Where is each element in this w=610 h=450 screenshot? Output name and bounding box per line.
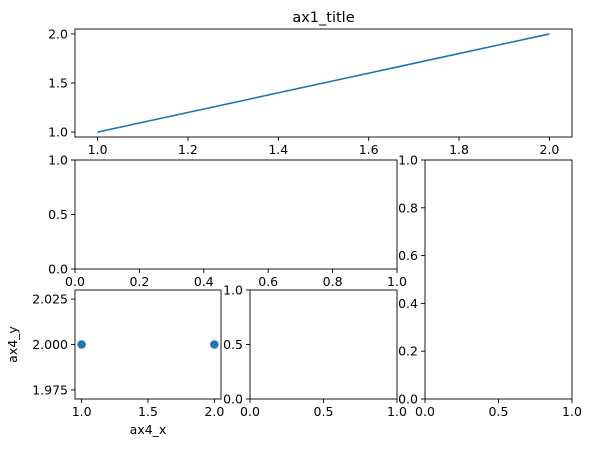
ax1-xtick-label: 1.0 (88, 142, 108, 157)
ax4-scatter-point (77, 340, 86, 349)
ax4-ytick-label: 1.975 (32, 382, 68, 397)
ax3-frame (424, 159, 573, 400)
ax4-axes: 1.0 1.5 2.0 1.975 2.000 2.025 ax4_x ax4_y (5, 289, 224, 437)
ax1-series-line (97, 33, 550, 133)
ax3-ytick-label: 0.6 (398, 248, 418, 263)
ax3-ytick-label: 0.8 (398, 200, 418, 215)
ax3-ytick-label: 1.0 (398, 153, 418, 168)
ax5-ytick-label: 1.0 (223, 283, 243, 298)
ax2-xtick-label: 0.6 (258, 274, 278, 289)
ax5-ytick-label: 0.5 (223, 337, 243, 352)
ax2-xtick-label: 0.2 (129, 274, 149, 289)
ax2-xtick-label: 1.0 (387, 274, 407, 289)
ax3-xtick-label: 0.5 (489, 404, 509, 419)
ax4-ylabel: ax4_y (5, 326, 20, 363)
ax1-title: ax1_title (292, 10, 354, 26)
ax4-frame (74, 289, 222, 400)
ax4-xtick-label: 1.0 (72, 404, 92, 419)
ax4-xtick-label: 1.5 (138, 404, 158, 419)
ax5-xtick-label: 0.0 (240, 404, 260, 419)
ax5-axes: 0.0 0.5 1.0 0.0 0.5 1.0 (223, 283, 407, 420)
ax2-xtick-label: 0.0 (65, 274, 85, 289)
ax5-frame (249, 289, 398, 400)
ax1-axes: 1.0 1.2 1.4 1.6 1.8 2.0 1.0 1.5 2.0 ax1_title (48, 10, 573, 157)
ax2-ytick-label: 1.0 (48, 153, 68, 168)
ax1-xtick-label: 1.4 (268, 142, 288, 157)
ax4-scatter-point (210, 340, 219, 349)
ax3-ytick-label: 0.2 (398, 344, 418, 359)
ax4-xlabel: ax4_x (130, 422, 167, 437)
ax1-ytick-label: 1.5 (48, 76, 68, 91)
ax1-xtick-label: 1.2 (178, 142, 198, 157)
ax2-frame (74, 159, 398, 270)
ax4-ytick-label: 2.000 (32, 337, 68, 352)
ax2-axes: 0.0 0.2 0.4 0.6 0.8 1.0 0.0 0.5 1.0 (48, 153, 407, 290)
ax3-axes: 0.0 0.5 1.0 0.0 0.2 0.4 0.6 0.8 1.0 (398, 153, 582, 420)
ax4-ytick-label: 2.025 (32, 292, 68, 307)
ax5-xtick-label: 1.0 (387, 404, 407, 419)
ax1-xtick-label: 2.0 (539, 142, 559, 157)
ax4-xtick-label: 2.0 (204, 404, 224, 419)
ax1-xtick-label: 1.8 (449, 142, 469, 157)
ax1-xtick-label: 1.6 (359, 142, 379, 157)
ax1-ytick-label: 1.0 (48, 125, 68, 140)
ax5-xtick-label: 0.5 (314, 404, 334, 419)
ax3-ytick-label: 0.4 (398, 296, 418, 311)
ax2-xtick-label: 0.4 (194, 274, 214, 289)
ax5-ytick-label: 0.0 (223, 392, 243, 407)
ax2-ytick-label: 0.0 (48, 262, 68, 277)
ax3-ytick-label: 0.0 (398, 392, 418, 407)
ax3-xtick-label: 1.0 (562, 404, 582, 419)
ax2-ytick-label: 0.5 (48, 207, 68, 222)
ax3-xtick-label: 0.0 (415, 404, 435, 419)
ax1-ytick-label: 2.0 (48, 26, 68, 41)
ax2-xtick-label: 0.8 (323, 274, 343, 289)
